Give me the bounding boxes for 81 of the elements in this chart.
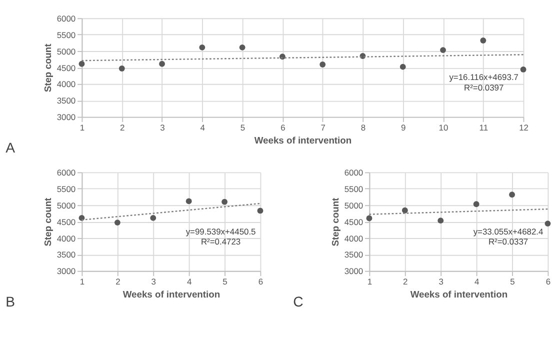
text: C [293, 294, 304, 310]
point [222, 198, 228, 205]
y-tick-label: 6000 [56, 168, 76, 178]
x-tick-label: 1 [80, 122, 85, 132]
y-tick-label: 4500 [56, 216, 76, 227]
point [257, 208, 264, 214]
point [509, 192, 515, 198]
x-tick-label: 12 [519, 122, 529, 132]
x-axis-title: Weeks of intervention [122, 288, 220, 300]
y-tick-label: 4500 [344, 216, 364, 227]
text: A [6, 140, 16, 156]
y-tick-label: 4500 [56, 62, 76, 73]
y-tick-label: 6000 [56, 13, 76, 24]
point [440, 47, 446, 54]
x-tick-label: 2 [120, 122, 125, 132]
x-tick-label: 3 [151, 276, 156, 287]
x-tick-label: 6 [258, 276, 264, 287]
y-tick-label: 3500 [344, 250, 364, 260]
y-axis-title: Step count [42, 198, 54, 246]
point [473, 201, 480, 208]
text: B [6, 294, 16, 310]
point [402, 207, 408, 214]
y-tick-label: 3500 [56, 96, 76, 106]
x-tick-label: 10 [438, 122, 448, 132]
x-tick-label: 6 [280, 122, 286, 132]
y-tick-label: 5000 [56, 46, 76, 56]
point [480, 38, 486, 44]
annotation: y=33.055x+4682.4 [473, 226, 544, 236]
y-tick-label: 5500 [344, 184, 364, 194]
point [520, 66, 526, 72]
x-tick-label: 5 [222, 276, 228, 287]
x-tick-label: 1 [80, 276, 85, 287]
x-tick-label: 3 [160, 122, 166, 132]
annotation: R²=0.0337 [488, 236, 528, 247]
y-tick-label: 4000 [56, 233, 76, 244]
x-axis-title: Weeks of intervention [254, 134, 352, 146]
y-tick-label: 5000 [56, 200, 76, 210]
point [78, 60, 85, 67]
x-tick-label: 4 [200, 122, 206, 132]
point [544, 220, 551, 227]
x-tick-label: 7 [320, 122, 326, 132]
x-tick-label: 9 [400, 122, 406, 132]
x-tick-label: 2 [403, 276, 408, 287]
x-tick-label: 4 [186, 276, 192, 287]
annotation: R²=0.4723 [200, 236, 241, 247]
point [438, 218, 444, 224]
y-axis-title: Step count [330, 198, 341, 246]
y-tick-label: 3000 [56, 266, 76, 276]
annotation: y=99.539x+4450.5 [186, 226, 256, 236]
x-tick-label: 5 [510, 276, 516, 287]
y-axis-title: Step count [42, 44, 54, 92]
point [159, 60, 165, 67]
annotation: R²=0.0397 [464, 82, 504, 93]
annotation: y=16.116x+4693.7 [449, 72, 519, 82]
x-tick-label: 2 [116, 276, 121, 287]
point [239, 44, 246, 50]
x-tick-label: 3 [438, 276, 444, 287]
x-tick-label: 11 [479, 122, 488, 132]
y-tick-label: 4000 [56, 79, 76, 90]
x-tick-label: 1 [367, 276, 372, 287]
y-tick-label: 5000 [344, 200, 364, 210]
y-tick-label: 4000 [344, 233, 364, 244]
point [186, 198, 192, 204]
point [400, 64, 406, 70]
point [366, 215, 372, 222]
y-tick-label: 6000 [344, 168, 364, 178]
y-tick-label: 3000 [344, 266, 364, 276]
y-tick-label: 3500 [56, 250, 76, 260]
x-tick-label: 6 [546, 276, 551, 287]
point [118, 66, 125, 72]
y-tick-label: 5500 [56, 30, 76, 40]
point [114, 220, 120, 226]
y-tick-label: 3000 [56, 112, 76, 122]
point [199, 44, 206, 50]
y-tick-label: 5500 [56, 184, 76, 194]
x-axis-title: Weeks of intervention [410, 288, 508, 300]
point [320, 62, 326, 68]
point [150, 214, 156, 221]
x-tick-label: 8 [360, 122, 366, 132]
x-tick-label: 4 [474, 276, 480, 287]
x-tick-label: 5 [240, 122, 246, 132]
